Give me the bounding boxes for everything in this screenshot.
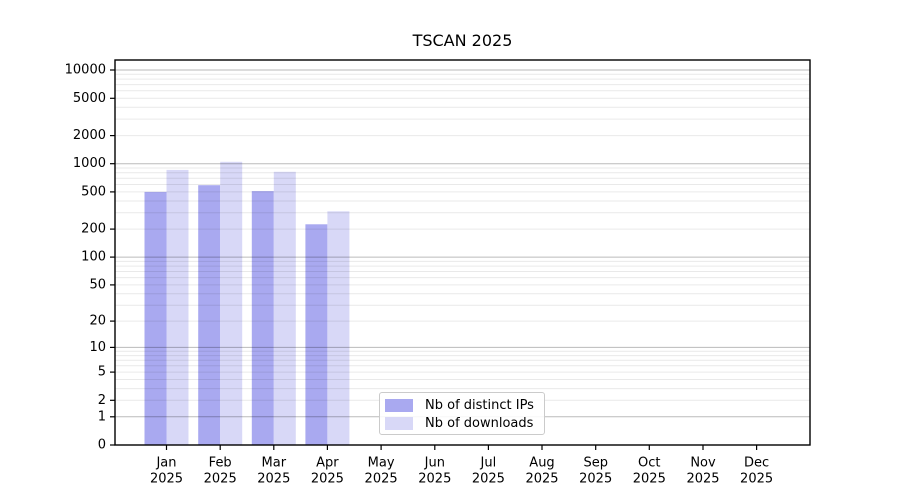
x-tick-label-oct-year: 2025 <box>633 472 666 487</box>
x-tick-label-jul-year: 2025 <box>472 472 505 487</box>
legend-label-distinct-ips: Nb of distinct IPs <box>425 397 534 413</box>
bar-nb-of-downloads-feb <box>220 161 243 446</box>
x-tick-label-jan: Jan <box>155 456 176 471</box>
x-tick-label-may-year: 2025 <box>365 472 398 487</box>
y-axis: 0 12 5 10 20 50 100 200 500 1000 2000 5000 10000 <box>65 63 115 453</box>
x-tick-label-may: May <box>368 456 395 471</box>
y-tick-label-2000: 2000 <box>73 128 106 143</box>
x-axis: Jan2025Feb2025Mar2025Apr2025May2025Jun20… <box>150 445 773 487</box>
y-tick-label-200: 200 <box>81 222 106 237</box>
bar-nb-of-distinct-ips-mar <box>251 191 274 445</box>
x-tick-label-sep: Sep <box>583 456 608 471</box>
x-tick-label-aug: Aug <box>529 456 554 471</box>
x-tick-label-feb-year: 2025 <box>204 472 237 487</box>
y-tick-label-0: 0 <box>98 438 106 453</box>
x-tick-label-feb: Feb <box>209 456 232 471</box>
y-tick-label-100: 100 <box>81 250 106 265</box>
x-tick-label-nov-year: 2025 <box>686 472 719 487</box>
legend-swatch-downloads <box>385 416 413 430</box>
x-tick-label-mar: Mar <box>262 456 287 471</box>
bar-nb-of-downloads-jan <box>166 169 189 445</box>
x-tick-label-aug-year: 2025 <box>525 472 558 487</box>
x-tick-label-sep-year: 2025 <box>579 472 612 487</box>
bar-nb-of-distinct-ips-apr <box>305 224 328 445</box>
y-tick-label-50: 50 <box>89 277 106 292</box>
bar-nb-of-distinct-ips-feb <box>198 185 221 445</box>
y-gridlines <box>115 69 810 418</box>
x-tick-label-oct: Oct <box>638 456 660 471</box>
y-tick-label-5000: 5000 <box>73 91 106 106</box>
bar-nb-of-downloads-mar <box>273 171 296 446</box>
x-tick-label-jun-year: 2025 <box>418 472 451 487</box>
legend-label-downloads: Nb of downloads <box>425 415 534 431</box>
x-tick-label-mar-year: 2025 <box>257 472 290 487</box>
y-tick-label-500: 500 <box>81 184 106 199</box>
x-tick-label-apr: Apr <box>316 456 339 471</box>
x-tick-label-nov: Nov <box>690 456 716 471</box>
y-tick-label-20: 20 <box>89 314 106 329</box>
bar-nb-of-distinct-ips-jan <box>144 191 167 445</box>
legend: Nb of distinct IPs Nb of downloads <box>379 392 545 435</box>
bars <box>144 161 350 446</box>
x-tick-label-jul: Jul <box>480 456 497 471</box>
x-tick-label-dec: Dec <box>744 456 769 471</box>
chart-title: TSCAN 2025 <box>412 31 513 50</box>
y-tick-label-10000: 10000 <box>65 63 106 78</box>
legend-swatch-distinct-ips <box>385 398 413 412</box>
y-tick-label-5: 5 <box>98 365 106 380</box>
y-tick-label-1000: 1000 <box>73 156 106 171</box>
y-tick-label-10: 10 <box>89 340 106 355</box>
x-tick-label-jun: Jun <box>424 456 445 471</box>
y-tick-label-2: 2 <box>98 393 106 408</box>
legend-item-downloads: Nb of downloads <box>385 415 544 431</box>
plot-border <box>114 59 811 446</box>
bar-nb-of-downloads-apr <box>327 211 350 445</box>
y-tick-label-1: 1 <box>98 409 106 424</box>
legend-item-distinct-ips: Nb of distinct IPs <box>385 397 544 413</box>
x-tick-label-jan-year: 2025 <box>150 472 183 487</box>
x-tick-label-apr-year: 2025 <box>311 472 344 487</box>
x-tick-label-dec-year: 2025 <box>740 472 773 487</box>
